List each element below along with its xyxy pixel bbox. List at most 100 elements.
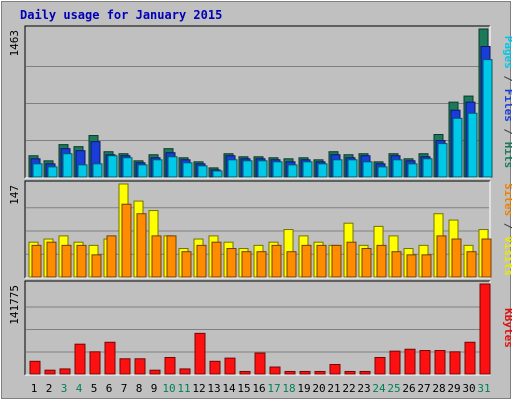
- hits-files-pages-bar-pages-day-11: [182, 162, 193, 178]
- hits-files-pages-side-label: Pages / Files / Hits: [502, 36, 512, 169]
- x-tick-label-day-5: 5: [91, 382, 98, 395]
- kbytes-bar-kbytes-day-24: [374, 356, 386, 375]
- x-tick-label-day-3: 3: [61, 382, 68, 395]
- x-tick-label-day-14: 14: [222, 382, 236, 395]
- hits-files-pages-bar-pages-day-6: [107, 155, 118, 178]
- x-tick-label-day-27: 27: [417, 382, 430, 395]
- x-tick-label-day-17: 17: [267, 382, 280, 395]
- sites-visits-bar-sites-day-1: [31, 244, 42, 278]
- sites-visits-bar-sites-day-21: [331, 244, 342, 278]
- hits-files-pages-bar-pages-day-23: [362, 161, 373, 178]
- sites-visits-bar-sites-day-28: [436, 235, 447, 278]
- sites-visits-bar-sites-day-10: [166, 235, 177, 278]
- sites-visits-side-label-part: Sites: [502, 183, 512, 216]
- sites-visits-bar-sites-day-29: [451, 238, 462, 278]
- x-tick-label-day-2: 2: [46, 382, 53, 395]
- hits-files-pages-bar-pages-day-3: [62, 153, 73, 178]
- hits-files-pages-bar-pages-day-4: [77, 164, 88, 178]
- x-tick-label-day-19: 19: [297, 382, 310, 395]
- hits-files-pages-bar-pages-day-22: [347, 159, 358, 178]
- sites-visits-bar-sites-day-25: [391, 251, 402, 278]
- sites-visits-bar-sites-day-30: [466, 251, 477, 278]
- kbytes-bar-kbytes-day-28: [434, 350, 446, 375]
- kbytes-bar-kbytes-day-16: [254, 352, 266, 375]
- kbytes-bar-kbytes-day-17: [269, 366, 281, 375]
- x-tick-label-day-20: 20: [312, 382, 325, 395]
- hits-files-pages-bar-pages-day-2: [47, 166, 58, 178]
- sites-visits-side-label-part: /: [502, 216, 512, 236]
- hits-files-pages-bar-pages-day-12: [197, 165, 208, 178]
- sites-visits-bar-sites-day-22: [346, 241, 357, 278]
- sites-visits-bar-sites-day-7: [121, 203, 132, 278]
- hits-files-pages-bar-pages-day-13: [212, 170, 223, 178]
- kbytes-bar-kbytes-day-10: [164, 356, 176, 375]
- kbytes-bar-kbytes-day-18: [284, 370, 296, 375]
- kbytes-bar-kbytes-day-7: [119, 358, 131, 375]
- x-tick-label-day-9: 9: [151, 382, 158, 395]
- hits-files-pages-side-label-part: Files: [502, 89, 512, 122]
- hits-files-pages-side-label-part: /: [502, 122, 512, 142]
- kbytes-bar-kbytes-day-11: [179, 368, 191, 375]
- x-tick-label-day-7: 7: [121, 382, 128, 395]
- sites-visits-bar-sites-day-9: [151, 235, 162, 278]
- x-tick-label-day-12: 12: [192, 382, 205, 395]
- sites-visits-bar-sites-day-5: [91, 254, 102, 278]
- kbytes-bar-kbytes-day-6: [104, 341, 116, 375]
- kbytes-bar-kbytes-day-4: [74, 343, 86, 375]
- sites-visits-bar-sites-day-13: [211, 241, 222, 278]
- sites-visits-bar-sites-day-26: [406, 254, 417, 278]
- x-tick-label-day-26: 26: [402, 382, 415, 395]
- kbytes-bar-kbytes-day-30: [464, 341, 476, 375]
- sites-visits-bar-sites-day-15: [241, 251, 252, 278]
- kbytes-bar-kbytes-day-15: [239, 370, 251, 375]
- sites-visits-bar-sites-day-8: [136, 213, 147, 278]
- kbytes-side-label-part: KBytes: [502, 308, 512, 348]
- x-tick-label-day-28: 28: [432, 382, 445, 395]
- kbytes-ymax-label: 141775: [8, 285, 21, 325]
- kbytes-bar-kbytes-day-14: [224, 357, 236, 375]
- kbytes-bar-kbytes-day-8: [134, 358, 146, 375]
- hits-files-pages-bar-pages-day-26: [407, 163, 418, 178]
- hits-files-pages-bar-pages-day-8: [137, 164, 148, 178]
- hits-files-pages-bar-pages-day-14: [227, 159, 238, 178]
- sites-visits-bar-sites-day-20: [316, 244, 327, 278]
- sites-visits-bar-sites-day-16: [256, 251, 267, 278]
- x-tick-label-day-23: 23: [357, 382, 370, 395]
- x-tick-label-day-6: 6: [106, 382, 113, 395]
- hits-files-pages-bar-pages-day-10: [167, 156, 178, 178]
- hits-files-pages-bar-pages-day-30: [467, 112, 478, 178]
- kbytes-bar-kbytes-day-5: [89, 351, 101, 375]
- sites-visits-bar-sites-day-6: [106, 235, 117, 278]
- x-tick-label-day-21: 21: [327, 382, 340, 395]
- hits-files-pages-bar-pages-day-20: [317, 163, 328, 178]
- sites-visits-panel-border-dark: [24, 180, 490, 278]
- kbytes-bar-kbytes-day-1: [29, 360, 41, 375]
- kbytes-bar-kbytes-day-2: [44, 369, 56, 375]
- hits-files-pages-bar-pages-day-21: [332, 159, 343, 178]
- sites-visits-bar-sites-day-31: [481, 238, 492, 278]
- x-tick-label-day-11: 11: [177, 382, 190, 395]
- kbytes-bar-kbytes-day-20: [314, 370, 326, 375]
- kbytes-bar-kbytes-day-12: [194, 332, 206, 375]
- sites-visits-bar-sites-day-18: [286, 251, 297, 278]
- hits-files-pages-bar-pages-day-1: [32, 163, 43, 178]
- x-tick-label-day-25: 25: [387, 382, 400, 395]
- x-tick-label-day-29: 29: [447, 382, 460, 395]
- kbytes-bar-kbytes-day-29: [449, 351, 461, 375]
- hits-files-pages-bar-pages-day-15: [242, 160, 253, 178]
- sites-visits-panel-border-light: [25, 181, 491, 279]
- sites-visits-side-label-part: Visits: [502, 236, 512, 276]
- kbytes-bar-kbytes-day-9: [149, 369, 161, 375]
- kbytes-panel-border-dark: [24, 280, 490, 375]
- hits-files-pages-bar-pages-day-9: [152, 159, 163, 178]
- hits-files-pages-bar-pages-day-17: [272, 161, 283, 178]
- sites-visits-bar-sites-day-2: [46, 241, 57, 278]
- sites-visits-bar-sites-day-12: [196, 244, 207, 278]
- kbytes-bar-kbytes-day-26: [404, 348, 416, 375]
- sites-visits-bar-sites-day-4: [76, 244, 87, 278]
- kbytes-bar-kbytes-day-27: [419, 350, 431, 375]
- kbytes-bar-kbytes-day-22: [344, 370, 356, 375]
- kbytes-bar-kbytes-day-3: [59, 368, 71, 375]
